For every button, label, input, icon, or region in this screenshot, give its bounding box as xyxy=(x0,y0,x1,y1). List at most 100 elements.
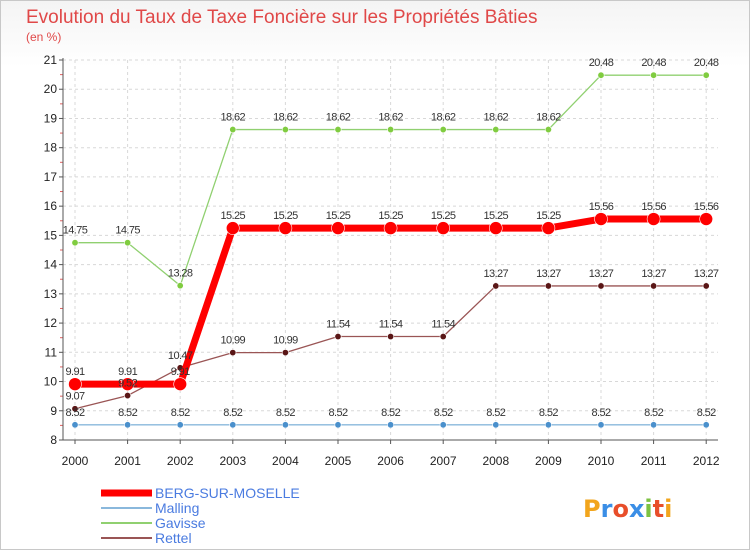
x-tick-label: 2006 xyxy=(377,454,404,468)
x-tick-label: 2002 xyxy=(167,454,194,468)
data-point xyxy=(334,126,342,134)
data-label: 18.62 xyxy=(431,112,456,124)
logo-letter: r xyxy=(601,495,613,523)
y-tick-label: 12 xyxy=(44,316,58,330)
logo-letter: x xyxy=(629,495,645,523)
data-point xyxy=(68,377,82,391)
y-tick-label: 13 xyxy=(44,287,58,301)
data-point xyxy=(334,421,342,429)
data-point xyxy=(541,221,556,235)
data-point xyxy=(229,349,237,357)
data-point xyxy=(702,282,710,290)
data-point xyxy=(334,333,342,341)
data-point xyxy=(597,421,605,429)
data-point xyxy=(594,212,608,226)
data-point xyxy=(278,221,293,235)
data-label: 8.52 xyxy=(276,407,295,419)
data-point xyxy=(699,212,714,226)
y-tick-label: 9 xyxy=(50,404,57,418)
data-label: 13.28 xyxy=(168,268,193,280)
data-label: 8.52 xyxy=(328,407,347,419)
data-point xyxy=(650,71,658,79)
data-point xyxy=(331,221,345,235)
data-label: 15.25 xyxy=(221,210,246,222)
data-label: 8.52 xyxy=(434,407,453,419)
y-tick-label: 14 xyxy=(44,258,58,272)
data-label: 13.27 xyxy=(589,268,614,280)
data-point xyxy=(439,421,447,429)
y-tick-label: 21 xyxy=(44,53,58,67)
data-label: 11.54 xyxy=(379,319,403,331)
logo-letter: i xyxy=(664,495,672,523)
y-tick-label: 11 xyxy=(45,345,58,359)
data-labels: 14.75 14.75 13.28 18.62 18.62 18.62 18.62 18.62… xyxy=(63,57,720,419)
data-point xyxy=(387,126,395,134)
data-label: 18.62 xyxy=(378,112,403,124)
data-label: 15.56 xyxy=(641,201,666,213)
x-tick-label: 2010 xyxy=(588,454,615,468)
logo-letter: t xyxy=(653,495,664,523)
x-tick-label: 2007 xyxy=(430,454,457,468)
data-label: 15.25 xyxy=(431,210,456,222)
data-point xyxy=(646,212,661,226)
y-tick-label: 8 xyxy=(50,433,57,447)
data-label: 15.25 xyxy=(273,210,298,222)
data-point xyxy=(120,377,135,391)
data-label: 20.48 xyxy=(641,57,666,69)
data-point xyxy=(281,349,289,357)
x-tick-label: 2011 xyxy=(641,454,667,468)
data-label: 18.62 xyxy=(484,112,509,124)
data-label: 8.52 xyxy=(223,407,242,419)
data-label: 8.52 xyxy=(486,407,505,419)
data-label: 10.99 xyxy=(273,335,298,347)
data-point xyxy=(544,126,552,134)
y-tick-label: 18 xyxy=(44,141,58,155)
data-label: 14.75 xyxy=(63,225,88,237)
data-point xyxy=(488,221,503,235)
data-label: 10.47 xyxy=(168,350,193,362)
data-point xyxy=(176,282,184,290)
data-label: 11.54 xyxy=(326,319,350,331)
data-point xyxy=(281,421,289,429)
logo-letter: o xyxy=(612,495,629,523)
data-point xyxy=(387,333,395,341)
data-label: 18.62 xyxy=(221,112,246,124)
data-point xyxy=(383,221,398,235)
data-label: 13.27 xyxy=(641,268,666,280)
data-point xyxy=(173,377,187,391)
data-label: 15.25 xyxy=(326,210,351,222)
y-tick-label: 10 xyxy=(44,375,58,389)
data-label: 15.25 xyxy=(536,210,561,222)
data-point xyxy=(71,405,79,413)
data-point xyxy=(71,421,79,429)
y-tick-label: 20 xyxy=(44,82,58,96)
data-label: 15.25 xyxy=(378,210,403,222)
x-tick-label: 2008 xyxy=(482,454,509,468)
data-label: 8.52 xyxy=(539,407,558,419)
data-label: 15.56 xyxy=(589,201,614,213)
data-point xyxy=(597,282,605,290)
legend-label: Rettel xyxy=(155,530,192,546)
legend-label: Gavisse xyxy=(155,515,206,531)
data-point xyxy=(702,71,710,79)
data-label: 8.52 xyxy=(118,407,137,419)
data-point xyxy=(226,221,240,235)
data-label: 8.52 xyxy=(644,407,663,419)
data-label: 14.75 xyxy=(115,225,140,237)
data-point xyxy=(544,421,552,429)
data-point xyxy=(650,421,658,429)
legend-label: Malling xyxy=(155,500,199,516)
data-point xyxy=(387,421,395,429)
legend-label: BERG-SUR-MOSELLE xyxy=(155,485,300,501)
data-label: 8.52 xyxy=(697,407,716,419)
data-point xyxy=(702,421,710,429)
data-point xyxy=(124,392,132,400)
data-point xyxy=(597,71,605,79)
data-point xyxy=(124,421,132,429)
data-point xyxy=(71,239,79,247)
data-point xyxy=(650,282,658,290)
data-label: 8.52 xyxy=(171,407,190,419)
